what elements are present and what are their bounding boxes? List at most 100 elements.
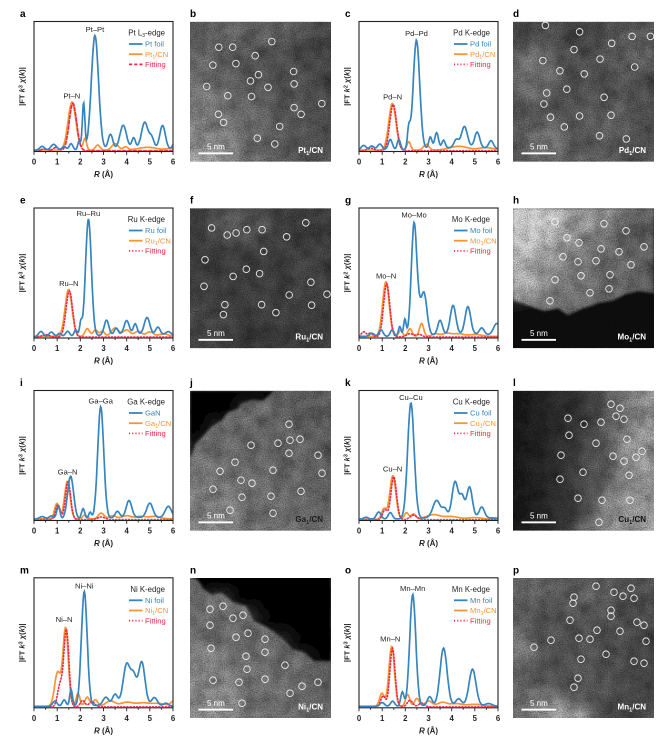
svg-text:0: 0 (357, 527, 362, 536)
svg-text:Pd1/CN: Pd1/CN (470, 50, 495, 61)
svg-text:Cu foil: Cu foil (470, 409, 492, 418)
svg-text:Mo1/CN: Mo1/CN (618, 333, 647, 344)
svg-text:Fitting: Fitting (145, 616, 166, 625)
svg-text:4: 4 (125, 714, 130, 723)
svg-text:2: 2 (78, 527, 83, 536)
svg-text:Mn1/CN: Mn1/CN (618, 703, 647, 714)
svg-text:6: 6 (496, 344, 501, 353)
svg-text:R (Å): R (Å) (94, 539, 113, 548)
svg-text:3: 3 (101, 527, 106, 536)
svg-text:Cu1/CN: Cu1/CN (470, 419, 496, 430)
svg-text:2: 2 (403, 527, 408, 536)
svg-text:Fitting: Fitting (145, 429, 166, 438)
svg-text:3: 3 (426, 714, 431, 723)
svg-text:|FT k3 χ(k)|: |FT k3 χ(k)| (18, 67, 27, 106)
svg-text:0: 0 (357, 714, 362, 723)
svg-text:0: 0 (357, 344, 362, 353)
svg-text:GaN: GaN (145, 409, 161, 418)
svg-text:1: 1 (380, 714, 385, 723)
svg-text:0: 0 (32, 714, 37, 723)
svg-text:5: 5 (473, 344, 478, 353)
svg-text:Fitting: Fitting (145, 247, 166, 256)
svg-text:a: a (20, 9, 26, 20)
svg-text:|FT k3 χ(k)|: |FT k3 χ(k)| (343, 623, 352, 662)
svg-text:R (Å): R (Å) (419, 539, 438, 548)
svg-text:5: 5 (473, 527, 478, 536)
svg-text:5 nm: 5 nm (530, 329, 548, 338)
svg-text:Ru foil: Ru foil (145, 226, 167, 235)
svg-text:Cu K-edge: Cu K-edge (453, 398, 490, 407)
svg-text:j: j (189, 378, 193, 389)
svg-text:f: f (190, 196, 194, 207)
svg-text:Pt L3-edge: Pt L3-edge (128, 29, 165, 40)
svg-text:Mo1/CN: Mo1/CN (470, 236, 497, 247)
svg-text:Cu1/CN: Cu1/CN (618, 515, 646, 526)
svg-text:R (Å): R (Å) (94, 170, 113, 179)
svg-text:R (Å): R (Å) (419, 170, 438, 179)
svg-text:3: 3 (101, 714, 106, 723)
svg-text:5 nm: 5 nm (207, 512, 225, 521)
svg-text:5: 5 (148, 158, 153, 167)
svg-text:R (Å): R (Å) (419, 357, 438, 366)
svg-text:1: 1 (55, 714, 60, 723)
svg-text:Fitting: Fitting (145, 60, 166, 69)
svg-text:Mo K-edge: Mo K-edge (452, 215, 490, 224)
svg-text:3: 3 (101, 344, 106, 353)
svg-text:Ru1/CN: Ru1/CN (145, 236, 171, 247)
svg-text:R (Å): R (Å) (94, 726, 113, 735)
svg-text:Pt foil: Pt foil (145, 40, 164, 49)
svg-text:3: 3 (426, 527, 431, 536)
svg-text:0: 0 (357, 158, 362, 167)
svg-text:Ru1/CN: Ru1/CN (295, 333, 323, 344)
svg-text:5 nm: 5 nm (530, 512, 548, 521)
svg-text:5: 5 (148, 344, 153, 353)
svg-text:Mn foil: Mn foil (470, 596, 493, 605)
svg-text:0: 0 (32, 158, 37, 167)
svg-text:0: 0 (32, 527, 37, 536)
svg-text:Pd–N: Pd–N (383, 93, 402, 102)
svg-text:4: 4 (450, 344, 455, 353)
svg-text:o: o (345, 565, 351, 576)
svg-text:6: 6 (496, 527, 501, 536)
svg-text:5: 5 (148, 714, 153, 723)
svg-text:Ga–N: Ga–N (58, 468, 78, 477)
svg-text:6: 6 (171, 714, 176, 723)
svg-text:i: i (20, 378, 23, 389)
svg-text:Pd K-edge: Pd K-edge (453, 29, 490, 38)
svg-text:2: 2 (403, 344, 408, 353)
svg-text:4: 4 (125, 344, 130, 353)
svg-text:n: n (190, 565, 196, 576)
svg-text:1: 1 (380, 344, 385, 353)
svg-text:5 nm: 5 nm (207, 699, 225, 708)
svg-text:Pt1/CN: Pt1/CN (298, 146, 323, 157)
svg-text:6: 6 (171, 527, 176, 536)
svg-text:|FT k3 χ(k)|: |FT k3 χ(k)| (18, 436, 27, 475)
svg-text:k: k (345, 378, 351, 389)
svg-text:Mo–N: Mo–N (376, 271, 396, 280)
svg-text:p: p (513, 565, 519, 576)
svg-text:Fitting: Fitting (470, 429, 491, 438)
svg-text:1: 1 (380, 527, 385, 536)
svg-text:1: 1 (380, 158, 385, 167)
svg-text:4: 4 (125, 158, 130, 167)
svg-text:Pd foil: Pd foil (470, 40, 491, 49)
svg-text:4: 4 (450, 714, 455, 723)
svg-text:Ru–Ru: Ru–Ru (77, 209, 101, 218)
svg-text:R (Å): R (Å) (94, 357, 113, 366)
svg-text:5 nm: 5 nm (530, 699, 548, 708)
svg-text:Mn1/CN: Mn1/CN (470, 606, 497, 617)
svg-text:Mo–Mo: Mo–Mo (401, 210, 426, 219)
svg-text:Cu–N: Cu–N (383, 464, 402, 473)
svg-text:h: h (513, 196, 519, 207)
svg-text:Mn K-edge: Mn K-edge (452, 585, 490, 594)
svg-text:4: 4 (450, 527, 455, 536)
svg-text:Mn–Mn: Mn–Mn (400, 584, 425, 593)
svg-text:1: 1 (55, 527, 60, 536)
svg-text:2: 2 (78, 158, 83, 167)
svg-text:b: b (190, 9, 196, 20)
svg-text:Ni–Ni: Ni–Ni (75, 581, 94, 590)
svg-text:m: m (20, 565, 29, 576)
svg-text:|FT k3 χ(k)|: |FT k3 χ(k)| (18, 254, 27, 293)
svg-text:Ga–Ga: Ga–Ga (88, 397, 113, 406)
svg-text:Ni K-edge: Ni K-edge (130, 585, 165, 594)
